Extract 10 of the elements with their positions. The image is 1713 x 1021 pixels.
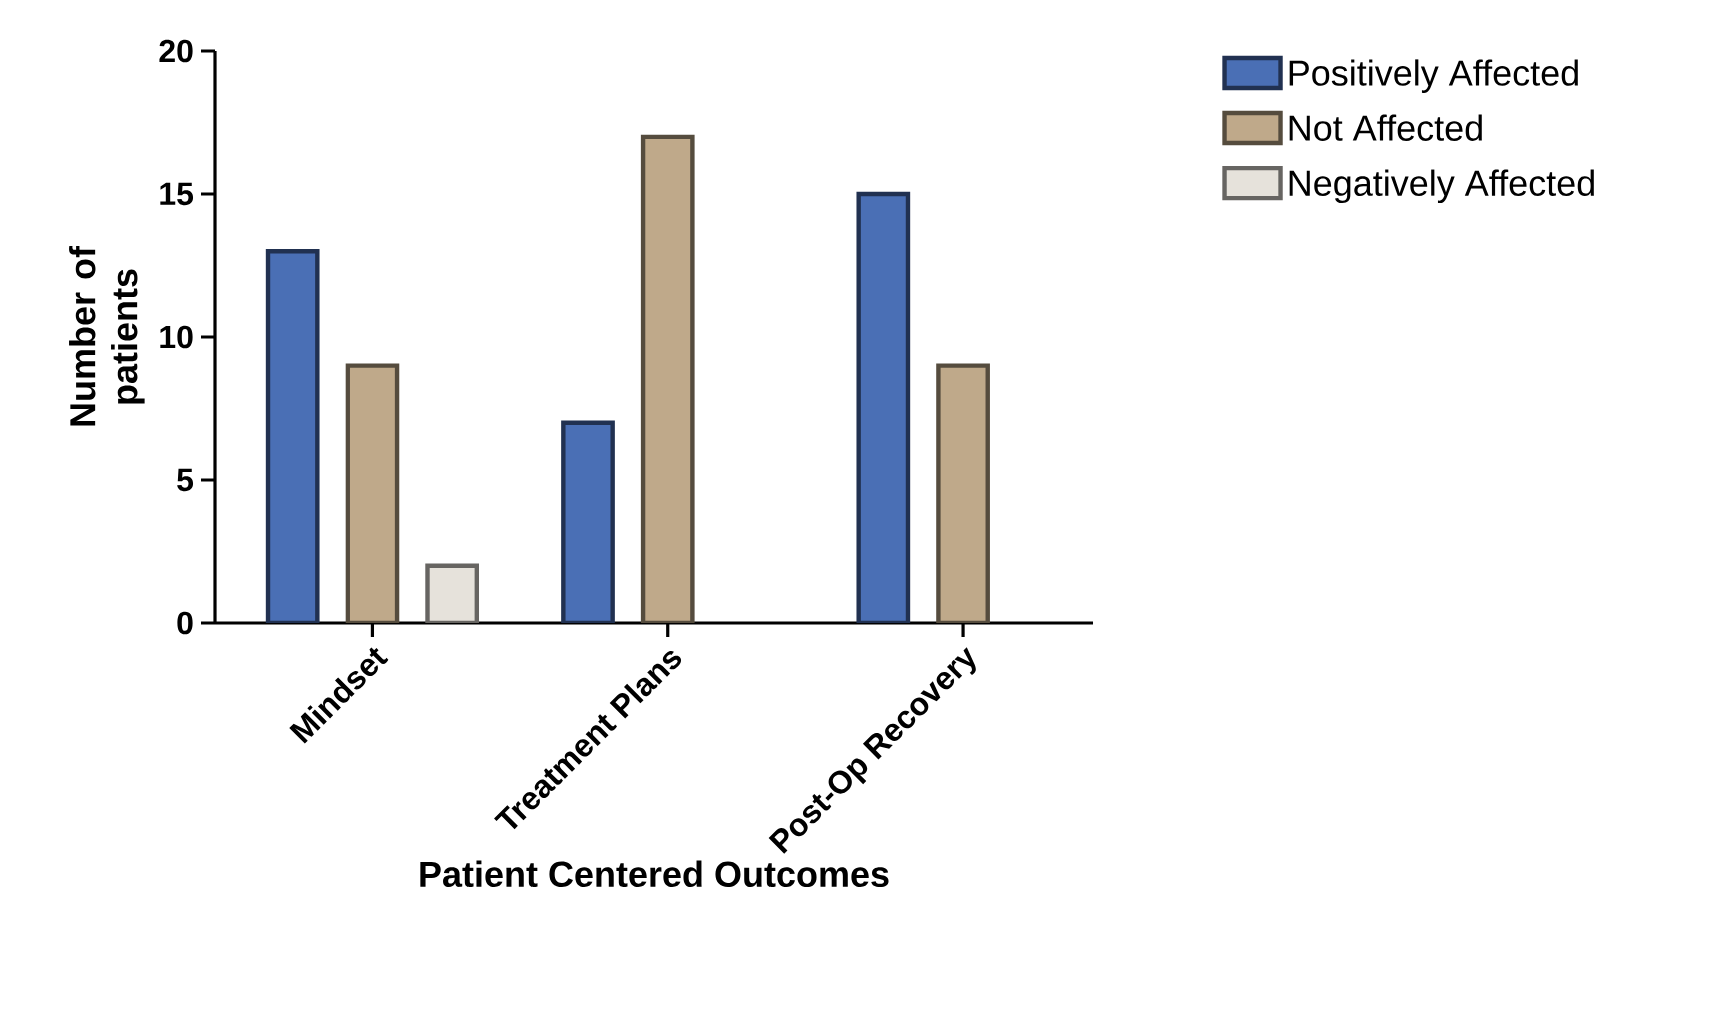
legend-label: Not Affected	[1289, 114, 1482, 141]
legend-label: Positively Affected	[1289, 59, 1578, 93]
y-tick-label: 20	[159, 39, 193, 63]
y-tick-label: 5	[177, 468, 194, 492]
y-axis-title: Number of patients	[69, 245, 145, 426]
y-tick-label: 0	[177, 611, 193, 635]
y-tick-label: 10	[160, 325, 193, 349]
x-axis-title: Patient Centered Outcomes	[420, 860, 889, 888]
legend-label: Negatively Affected	[1289, 169, 1594, 204]
y-tick-label: 15	[160, 182, 194, 206]
